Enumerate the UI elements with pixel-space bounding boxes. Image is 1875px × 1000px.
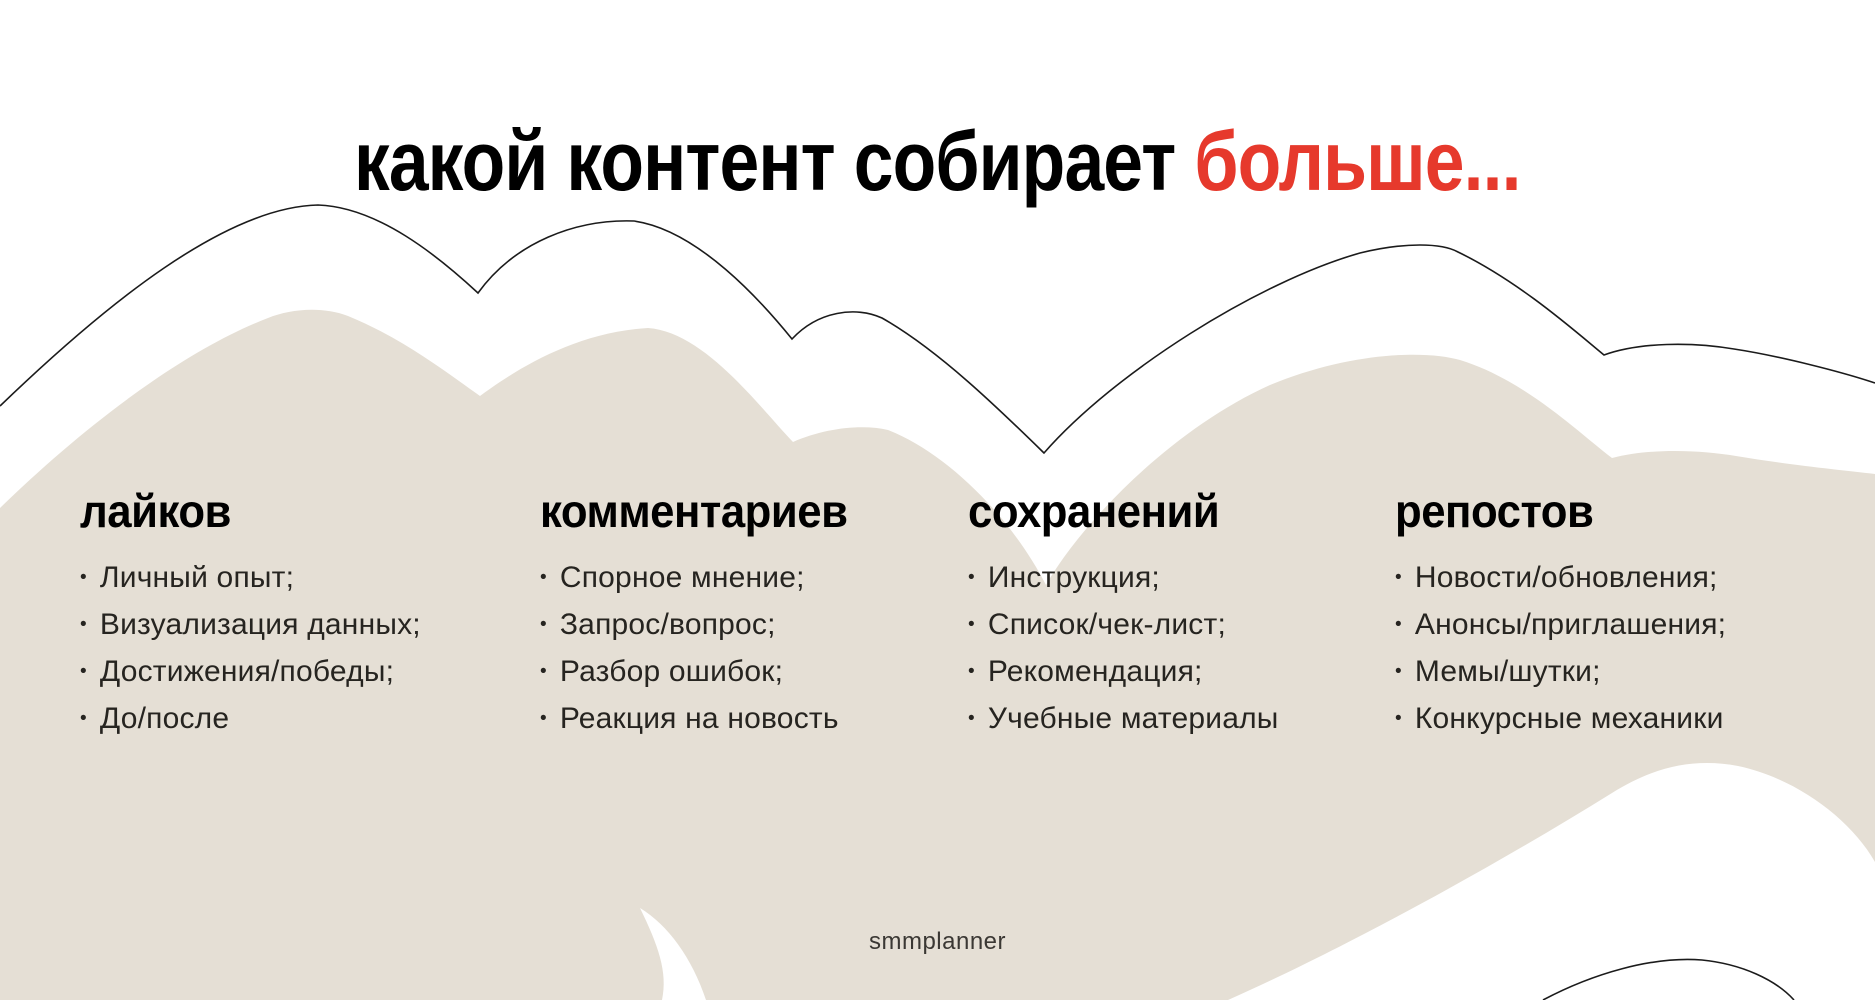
list-item-text: Анонсы/приглашения; — [1414, 607, 1727, 641]
list-item-text: Личный опыт; — [99, 560, 295, 594]
bullet-icon: • — [80, 566, 87, 588]
content-column: комментариев • Спорное мнение; • Запрос/… — [540, 450, 960, 734]
bullet-icon: • — [80, 660, 87, 682]
list-item-text: До/после — [99, 701, 230, 735]
bullet-icon: • — [1395, 660, 1402, 682]
content-column: сохранений • Инструкция; • Список/чек-ли… — [968, 450, 1378, 734]
column-header: репостов — [1395, 485, 1594, 538]
list-item-text: Разбор ошибок; — [559, 654, 784, 688]
bullet-icon: • — [968, 613, 975, 635]
column-header: сохранений — [968, 485, 1220, 538]
title-accent-text: больше... — [1194, 114, 1522, 209]
list-item: • Новости/обновления; — [1395, 554, 1726, 601]
bullet-icon: • — [968, 707, 975, 729]
list-item: • Инструкция; — [968, 554, 1279, 601]
list-item: • Достижения/победы; — [80, 648, 421, 695]
column-header: комментариев — [540, 485, 848, 538]
bullet-icon: • — [1395, 707, 1402, 729]
bottom-right-arc — [1542, 958, 1795, 1000]
list-item: • Визуализация данных; — [80, 601, 421, 648]
list-item: • Учебные материалы — [968, 695, 1279, 742]
content-column: лайков • Личный опыт; • Визуализация дан… — [80, 450, 520, 734]
list-item-text: Учебные материалы — [987, 701, 1279, 735]
bullet-icon: • — [1395, 613, 1402, 635]
bullet-icon: • — [540, 707, 547, 729]
list-item: • Анонсы/приглашения; — [1395, 601, 1726, 648]
list-item-text: Конкурсные механики — [1414, 701, 1724, 735]
cloud-shape — [0, 309, 1875, 1000]
list-item: • Разбор ошибок; — [540, 648, 839, 695]
list-item: • Спорное мнение; — [540, 554, 839, 601]
list-item-text: Реакция на новость — [559, 701, 839, 735]
bullet-icon: • — [968, 566, 975, 588]
list-item-text: Запрос/вопрос; — [559, 607, 776, 641]
list-item-text: Достижения/победы; — [99, 654, 395, 688]
title-black-text: какой контент собирает — [354, 114, 1195, 209]
bullet-icon: • — [1395, 566, 1402, 588]
list-item-text: Инструкция; — [987, 560, 1160, 594]
list-item: • Личный опыт; — [80, 554, 421, 601]
list-item: • Список/чек-лист; — [968, 601, 1279, 648]
list-item-text: Мемы/шутки; — [1414, 654, 1601, 688]
column-list: • Инструкция; • Список/чек-лист; • Реком… — [968, 554, 1279, 742]
column-list: • Новости/обновления; • Анонсы/приглашен… — [1395, 554, 1726, 742]
scallop-outline — [0, 204, 1875, 455]
bullet-icon: • — [540, 566, 547, 588]
bullet-icon: • — [80, 613, 87, 635]
content-column: репостов • Новости/обновления; • Анонсы/… — [1395, 450, 1865, 734]
bullet-icon: • — [540, 613, 547, 635]
list-item-text: Новости/обновления; — [1414, 560, 1718, 594]
bullet-icon: • — [80, 707, 87, 729]
list-item-text: Рекомендация; — [987, 654, 1203, 688]
list-item-text: Список/чек-лист; — [987, 607, 1226, 641]
list-item: • До/после — [80, 695, 421, 742]
list-item: • Реакция на новость — [540, 695, 839, 742]
column-list: • Личный опыт; • Визуализация данных; • … — [80, 554, 421, 742]
brand-label: smmplanner — [868, 928, 1007, 955]
bullet-icon: • — [540, 660, 547, 682]
list-item: • Рекомендация; — [968, 648, 1279, 695]
list-item: • Мемы/шутки; — [1395, 648, 1726, 695]
cloud-notch — [640, 908, 706, 1000]
list-item: • Запрос/вопрос; — [540, 601, 839, 648]
bullet-icon: • — [968, 660, 975, 682]
list-item-text: Спорное мнение; — [559, 560, 805, 594]
list-item-text: Визуализация данных; — [99, 607, 421, 641]
column-list: • Спорное мнение; • Запрос/вопрос; • Раз… — [540, 554, 839, 742]
column-header: лайков — [80, 485, 231, 538]
list-item: • Конкурсные механики — [1395, 695, 1726, 742]
page-title: какой контент собирает больше... — [0, 114, 1875, 208]
